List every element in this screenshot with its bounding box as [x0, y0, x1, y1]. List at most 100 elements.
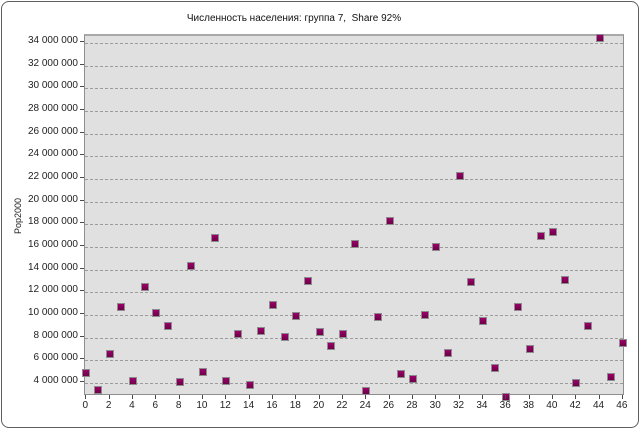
y-tick-label: 14 000 000: [27, 261, 78, 273]
x-tick-mark: [85, 395, 87, 399]
x-tick-label: 6: [152, 400, 159, 411]
x-tick-mark: [201, 395, 203, 399]
x-tick-label: 28: [406, 400, 418, 411]
data-point: [397, 370, 406, 379]
data-point: [187, 262, 196, 271]
x-tick-label: 36: [499, 400, 511, 411]
x-tick-mark: [108, 395, 110, 399]
y-tick-mark: [80, 177, 84, 179]
data-point: [233, 330, 242, 339]
x-tick-mark: [131, 395, 133, 399]
x-tick-label: 0: [82, 400, 89, 411]
data-point: [560, 275, 569, 284]
data-point: [152, 308, 161, 317]
plot-area: [82, 34, 627, 401]
data-point: [198, 367, 207, 376]
y-tick-label: 8 000 000: [33, 329, 79, 341]
x-tick-mark: [341, 395, 343, 399]
data-point: [315, 328, 324, 337]
y-tick-label: 12 000 000: [27, 284, 78, 296]
x-tick-label: 32: [452, 400, 465, 411]
data-point: [338, 330, 347, 339]
gridline: [85, 337, 623, 339]
x-tick-mark: [155, 395, 157, 399]
data-point: [443, 348, 452, 357]
x-tick-label: 24: [359, 400, 371, 411]
x-tick-mark: [271, 395, 273, 399]
data-point: [467, 278, 476, 287]
data-point: [385, 216, 394, 225]
data-point: [292, 312, 301, 321]
y-tick-mark: [80, 313, 84, 315]
x-tick-label: 40: [546, 400, 558, 411]
data-point: [257, 326, 266, 335]
y-tick-mark: [80, 41, 84, 42]
data-point: [607, 373, 616, 382]
x-tick-mark: [388, 395, 390, 399]
gridline: [85, 383, 623, 385]
y-tick-label: 18 000 000: [27, 216, 78, 228]
x-tick-label: 18: [289, 400, 301, 411]
data-point: [373, 313, 382, 322]
data-point: [117, 303, 126, 312]
x-tick-mark: [248, 395, 250, 399]
x-tick-label: 4: [129, 400, 135, 411]
y-tick-label: 26 000 000: [27, 125, 78, 137]
gridline: [85, 65, 623, 67]
data-point: [268, 300, 277, 309]
data-point: [210, 234, 219, 242]
data-point: [455, 171, 464, 180]
data-point: [128, 376, 137, 385]
data-point: [537, 231, 546, 240]
x-tick-mark: [178, 395, 180, 399]
x-tick-label: 30: [429, 400, 441, 411]
data-point: [432, 243, 441, 252]
y-tick-mark: [80, 358, 84, 360]
data-point: [93, 385, 102, 394]
y-tick-mark: [80, 199, 84, 201]
data-point: [502, 392, 511, 401]
data-point: [105, 349, 114, 358]
y-tick-mark: [80, 86, 84, 88]
x-tick-label: 26: [383, 400, 395, 411]
gridline: [85, 88, 623, 90]
x-tick-label: 22: [336, 400, 348, 411]
gridline: [85, 201, 623, 203]
y-tick-label: 16 000 000: [27, 239, 78, 251]
x-tick-mark: [505, 395, 507, 399]
y-tick-mark: [80, 222, 84, 224]
x-tick-mark: [481, 395, 483, 399]
y-tick-mark: [80, 267, 84, 269]
y-tick-mark: [80, 109, 84, 111]
data-point: [595, 34, 604, 43]
x-tick-label: 2: [105, 400, 112, 411]
data-point: [163, 322, 172, 331]
y-tick-mark: [80, 245, 84, 247]
data-point: [280, 332, 289, 341]
x-tick-label: 46: [616, 400, 628, 411]
y-tick-label: 34 000 000: [27, 35, 78, 46]
x-tick-mark: [598, 395, 600, 399]
x-tick-mark: [318, 395, 320, 399]
x-tick-mark: [225, 395, 227, 399]
y-tick-mark: [80, 63, 84, 65]
y-tick-label: 10 000 000: [27, 307, 78, 319]
gridline: [85, 111, 623, 113]
data-point: [350, 239, 359, 248]
x-tick-label: 12: [219, 400, 231, 411]
data-point: [175, 377, 184, 386]
gridline: [85, 43, 623, 44]
y-tick-label: 32 000 000: [27, 57, 78, 69]
y-tick-label: 28 000 000: [27, 103, 78, 115]
chart-title: Численность населения: группа 7, Share 9…: [186, 13, 402, 24]
gridline: [85, 133, 623, 135]
x-tick-label: 10: [196, 400, 208, 411]
data-point: [490, 364, 499, 373]
x-tick-label: 34: [476, 400, 488, 411]
y-tick-label: 30 000 000: [27, 80, 78, 92]
y-tick-mark: [80, 381, 84, 383]
x-tick-label: 20: [313, 400, 325, 411]
x-tick-label: 14: [243, 400, 255, 411]
y-tick-mark: [80, 131, 84, 133]
y-tick-label: 24 000 000: [27, 148, 78, 160]
